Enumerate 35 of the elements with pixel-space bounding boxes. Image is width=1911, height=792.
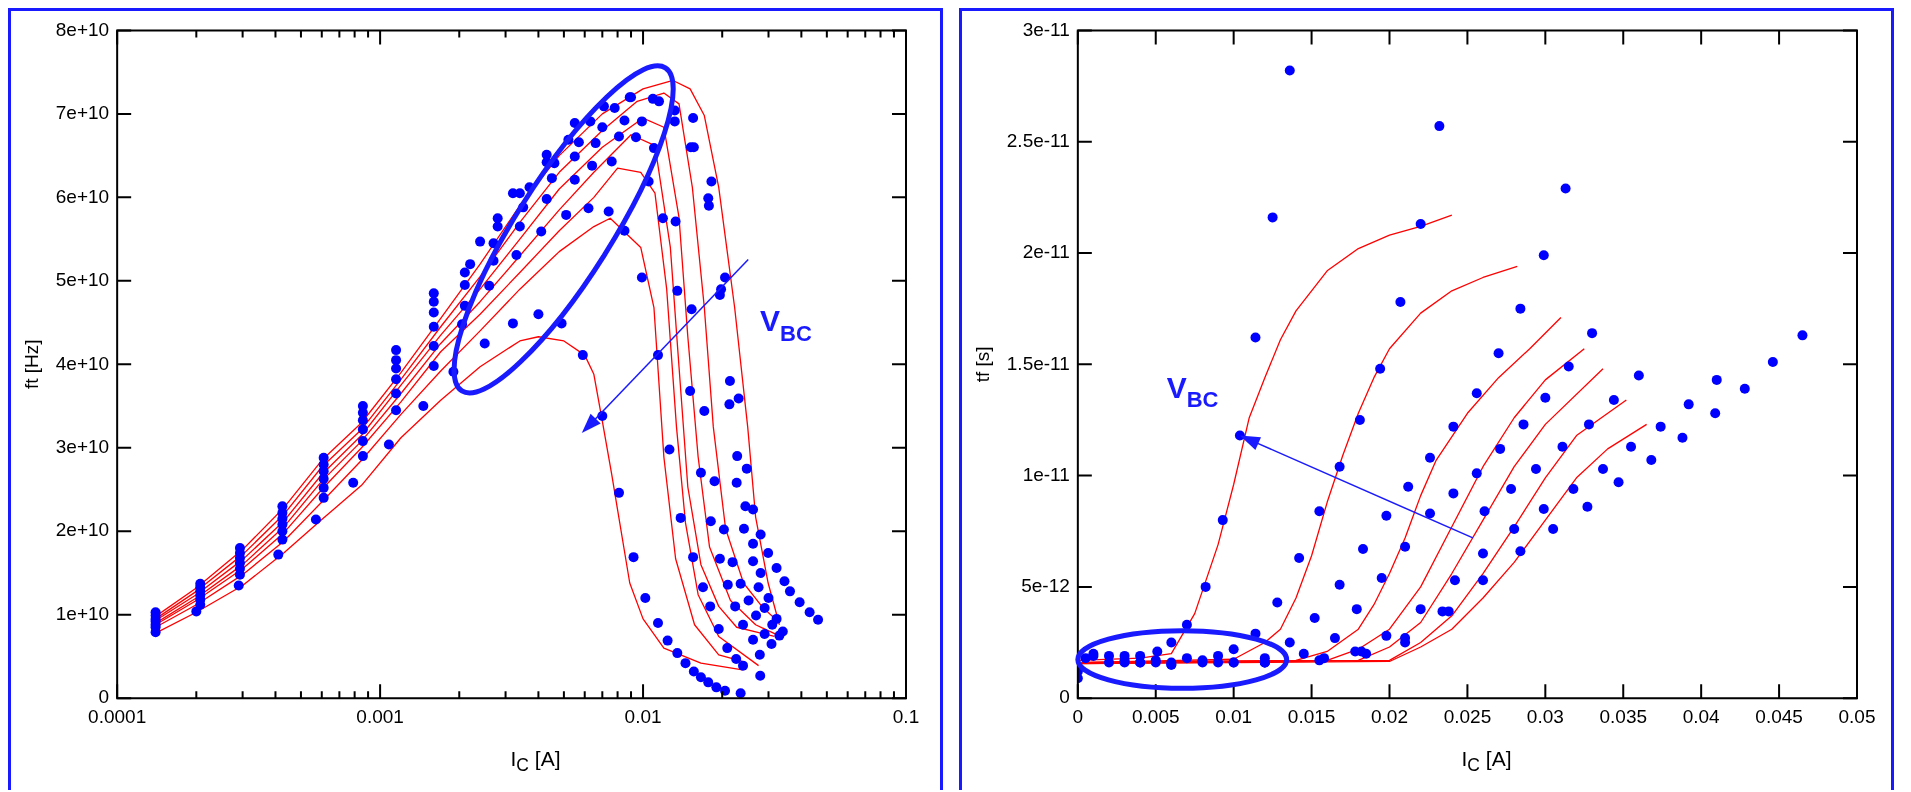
x-tick-label: 0.02	[1371, 705, 1408, 727]
x-tick-label: 0.05	[1838, 705, 1876, 727]
x-tick-label: 0	[1072, 705, 1084, 727]
x-tick-label: 0.035	[1599, 705, 1648, 727]
y-tick-label: 4e+10	[55, 352, 110, 374]
x-tick-label: 0.015	[1287, 705, 1336, 727]
y-tick-label: 0	[1059, 686, 1070, 708]
x-axis-title: I$_{C}$ [A]	[509, 747, 562, 777]
y-axis-title: tf [s]	[971, 346, 993, 383]
y-tick-label: 3e-11	[1022, 18, 1070, 40]
y-tick-label: 5e-12	[1021, 575, 1070, 597]
y-tick-label: 1e-11	[1022, 463, 1070, 485]
y-axis-title: ft [Hz]	[20, 339, 42, 390]
y-tick-label: 6e+10	[55, 185, 110, 207]
y-tick-label: 1.5e-11	[1006, 352, 1070, 374]
x-tick-label: 0.0001	[88, 705, 147, 727]
x-axis-title: I$_{C}$ [A]	[1460, 747, 1513, 777]
y-tick-label: 0	[98, 686, 110, 708]
y-tick-label: 2e+10	[55, 519, 110, 541]
y-tick-label: 2.5e-11	[1006, 129, 1070, 151]
x-tick-label: 0.025	[1443, 705, 1492, 727]
y-tick-label: 8e+10	[55, 18, 110, 40]
y-tick-label: 2e-11	[1022, 241, 1070, 263]
x-tick-label: 0.01	[624, 705, 662, 727]
x-tick-label: 0.001	[356, 705, 404, 727]
x-tick-label: 0.04	[1682, 705, 1721, 727]
y-tick-label: 5e+10	[55, 269, 110, 291]
x-tick-label: 0.03	[1526, 705, 1564, 727]
x-tick-label: 0.045	[1755, 705, 1803, 727]
x-tick-label: 0.01	[1215, 705, 1253, 727]
x-tick-label: 0.1	[892, 705, 920, 727]
y-tick-label: 7e+10	[55, 102, 110, 124]
y-tick-label: 3e+10	[55, 436, 110, 458]
x-tick-label: 0.005	[1131, 705, 1180, 727]
y-tick-label: 1e+10	[55, 602, 110, 624]
